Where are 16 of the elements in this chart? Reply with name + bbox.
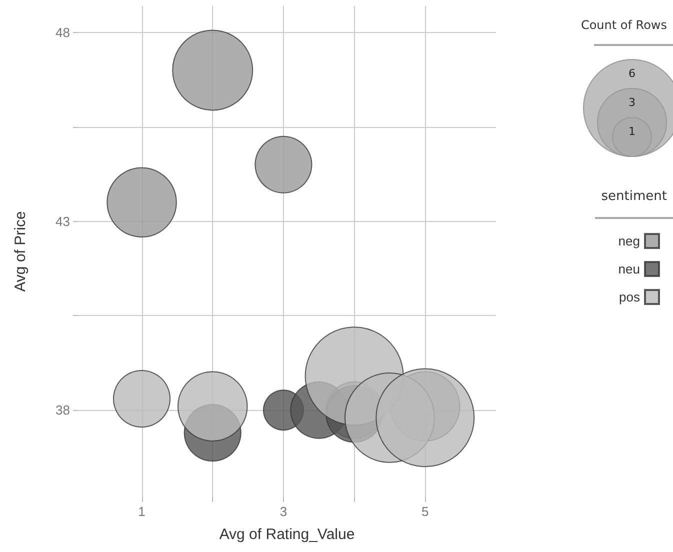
x-tick-label: 1 <box>138 504 146 519</box>
legend-label: 3 <box>628 96 636 109</box>
y-tick-label: 48 <box>56 24 70 40</box>
x-tick-label: 3 <box>280 504 288 519</box>
legend-label: neg <box>618 234 640 248</box>
legend-title: sentiment <box>601 189 667 204</box>
x-tick-label: 5 <box>422 504 429 519</box>
legend-label: neu <box>618 262 640 276</box>
y-tick-label: 43 <box>56 214 70 229</box>
legend-label: 6 <box>628 67 636 80</box>
x-axis-title: Avg of Rating_Value <box>219 526 355 543</box>
y-axis-title: Avg of Price <box>12 211 29 292</box>
y-tick-label: 38 <box>56 402 70 418</box>
legend-label: 1 <box>628 125 636 138</box>
legend-label: pos <box>619 290 640 304</box>
text: Count of Rows <box>580 18 667 32</box>
